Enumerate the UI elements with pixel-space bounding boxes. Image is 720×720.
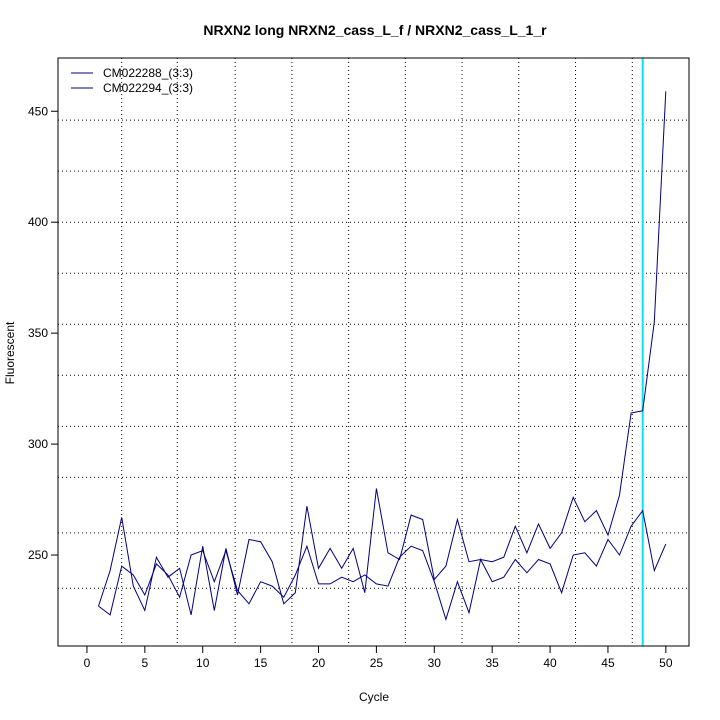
x-tick-label: 20 (312, 656, 326, 670)
legend: CM022288_(3:3)CM022294_(3:3) (71, 66, 193, 95)
series-line (98, 91, 667, 616)
plot-area-border (57, 57, 690, 647)
legend-label: CM022294_(3:3) (103, 81, 193, 95)
y-axis-label: Fluorescent (3, 321, 17, 384)
x-tick-label: 50 (659, 656, 673, 670)
x-tick-label: 15 (254, 656, 268, 670)
x-tick-label: 35 (485, 656, 499, 670)
y-tick-label: 250 (28, 548, 48, 562)
legend-label: CM022288_(3:3) (103, 66, 193, 80)
series-lines (98, 91, 667, 622)
x-tick-label: 45 (601, 656, 615, 670)
y-tick-label: 300 (28, 437, 48, 451)
grid (58, 58, 689, 646)
y-tick-label: 450 (28, 104, 48, 118)
x-axis: 0 5 10 15 20 25 30 35 40 45 50 (84, 645, 673, 670)
x-tick-label: 30 (428, 656, 442, 670)
x-tick-label: 5 (141, 656, 148, 670)
series-line (98, 509, 667, 622)
x-tick-label: 40 (543, 656, 557, 670)
chart-title: NRXN2 long NRXN2_cass_L_f / NRXN2_cass_L… (203, 22, 547, 38)
x-tick-label: 25 (370, 656, 384, 670)
y-tick-label: 400 (28, 215, 48, 229)
x-tick-label: 0 (84, 656, 91, 670)
x-axis-label: Cycle (359, 690, 389, 704)
y-axis: 250 300 350 400 450 (28, 104, 59, 562)
y-tick-label: 350 (28, 326, 48, 340)
x-tick-label: 10 (196, 656, 210, 670)
